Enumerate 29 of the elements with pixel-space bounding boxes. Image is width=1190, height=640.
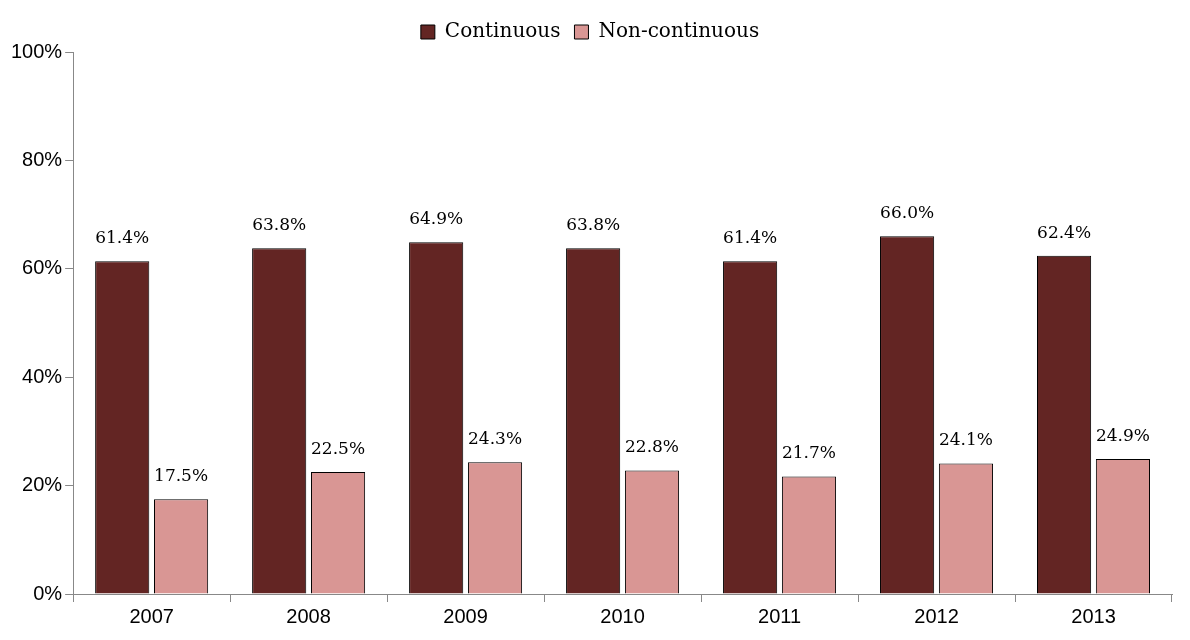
data-label: 22.5% — [311, 437, 366, 458]
x-tick-label: 2009 — [443, 604, 488, 627]
data-label: 63.8% — [566, 214, 621, 235]
legend-label: Non-continuous — [598, 18, 760, 43]
data-label: 24.1% — [938, 429, 993, 450]
x-tick-label: 2012 — [914, 604, 959, 627]
y-tick-label: 100% — [11, 39, 63, 62]
y-tick-label: 40% — [22, 364, 63, 387]
x-tick-label: 2013 — [1071, 604, 1116, 627]
y-tick-label: 80% — [22, 147, 63, 170]
data-label: 24.9% — [1095, 424, 1150, 445]
data-label: 17.5% — [154, 465, 209, 486]
legend-label: Continuous — [444, 18, 561, 43]
y-tick-label: 0% — [33, 581, 63, 604]
data-label: 61.4% — [95, 227, 150, 248]
data-label: 62.4% — [1037, 221, 1092, 242]
data-label: 22.8% — [625, 436, 680, 457]
y-tick-label: 60% — [22, 256, 63, 279]
data-label: 24.3% — [468, 428, 523, 449]
data-label: 63.8% — [252, 214, 307, 235]
data-label: 61.4% — [723, 227, 778, 248]
y-tick-label: 20% — [22, 473, 63, 496]
data-label: 21.7% — [781, 442, 836, 463]
x-tick-label: 2008 — [286, 604, 331, 627]
x-tick-label: 2011 — [758, 604, 802, 627]
x-tick-label: 2007 — [129, 604, 174, 627]
data-label: 66.0% — [880, 202, 935, 223]
x-tick-label: 2010 — [600, 604, 645, 627]
data-label: 64.9% — [409, 208, 464, 229]
